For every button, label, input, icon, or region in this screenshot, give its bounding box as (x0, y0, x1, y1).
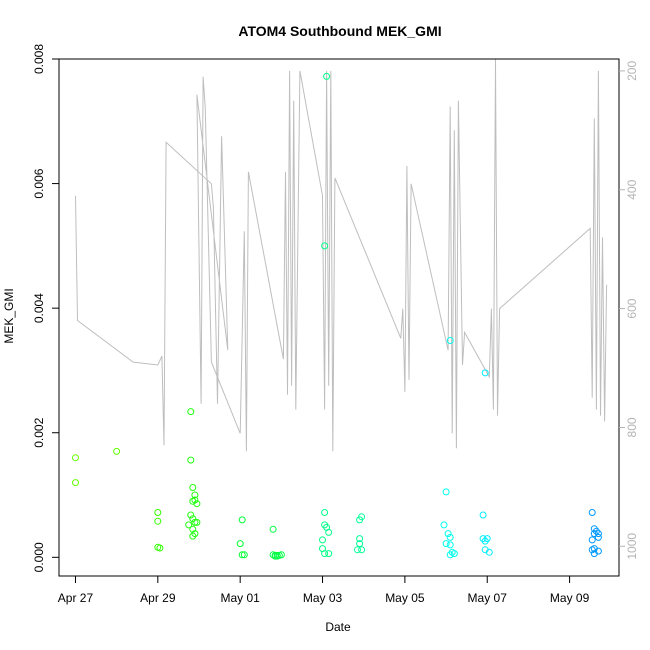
data-point (187, 408, 195, 416)
plot-area (72, 58, 608, 560)
y-tick-label: 0.002 (32, 417, 46, 447)
data-point (269, 525, 277, 533)
data-point (590, 530, 598, 538)
y-tick-label: 0.004 (32, 293, 46, 323)
x-tick-label: Apr 27 (58, 591, 94, 605)
data-point (594, 530, 602, 538)
chart-title: ATOM4 Southbound MEK_GMI (238, 23, 441, 39)
data-point (189, 484, 197, 491)
data-point (442, 488, 450, 496)
data-point (323, 72, 331, 80)
data-point (356, 535, 364, 543)
data-point (238, 516, 246, 524)
data-point (358, 546, 366, 554)
data-point (356, 516, 364, 524)
data-point (446, 337, 454, 344)
data-point (588, 509, 596, 516)
data-point (113, 447, 121, 455)
x-tick-label: Apr 29 (140, 591, 176, 605)
data-point (325, 528, 333, 536)
data-point (479, 511, 487, 519)
data-point (154, 509, 162, 516)
y2-tick-label: 400 (625, 179, 639, 199)
data-point (440, 521, 448, 529)
x-tick-label: May 09 (550, 591, 590, 605)
data-point (238, 551, 246, 559)
data-point (185, 521, 193, 529)
axes: Apr 27 Apr 29 May 01 May 03 May 05 May 07 May … (32, 44, 639, 605)
data-point (187, 511, 195, 519)
data-point (481, 369, 489, 377)
data-point (446, 541, 454, 549)
data-point (191, 518, 199, 526)
data-point (485, 548, 493, 556)
x-tick-label: May 03 (303, 591, 343, 605)
data-point (240, 551, 248, 559)
y-axis-label: MEK_GMI (2, 288, 16, 343)
data-point (193, 500, 201, 508)
data-point (483, 535, 491, 543)
data-point (594, 533, 602, 541)
data-point (444, 530, 452, 538)
y2-tick-label: 800 (625, 417, 639, 437)
data-point (319, 536, 326, 544)
plot-frame (58, 58, 620, 577)
y2-tick-label: 200 (625, 61, 639, 81)
y-tick-label: 0.006 (32, 168, 46, 198)
data-point (446, 533, 454, 541)
data-point (189, 515, 197, 523)
data-point (356, 540, 364, 548)
data-point (321, 509, 329, 516)
pressure-line (75, 58, 608, 452)
data-point (321, 550, 329, 558)
y-tick-label: 0.008 (32, 44, 46, 74)
data-point (321, 242, 329, 250)
data-point (236, 540, 244, 548)
data-point (325, 550, 333, 558)
x-tick-label: May 07 (468, 591, 508, 605)
data-point (187, 456, 195, 464)
data-point (193, 518, 201, 526)
data-point (588, 536, 596, 544)
data-point (189, 525, 197, 533)
data-point (72, 454, 79, 462)
data-point (590, 550, 598, 558)
data-point (450, 550, 458, 558)
data-point (446, 551, 454, 559)
y2-tick-label: 1000 (625, 533, 639, 560)
x-tick-label: May 01 (220, 591, 260, 605)
data-point (271, 552, 279, 560)
data-point (72, 479, 79, 487)
y2-tick-label: 600 (625, 298, 639, 318)
x-tick-label: May 05 (385, 591, 425, 605)
data-point (354, 546, 361, 554)
data-point (191, 491, 199, 499)
data-point (154, 517, 162, 525)
data-point (189, 532, 197, 540)
data-point (442, 540, 450, 548)
data-point (273, 552, 281, 560)
x-axis-label: Date (325, 620, 351, 634)
data-point (154, 543, 162, 551)
y-tick-label: 0.000 (32, 542, 46, 572)
